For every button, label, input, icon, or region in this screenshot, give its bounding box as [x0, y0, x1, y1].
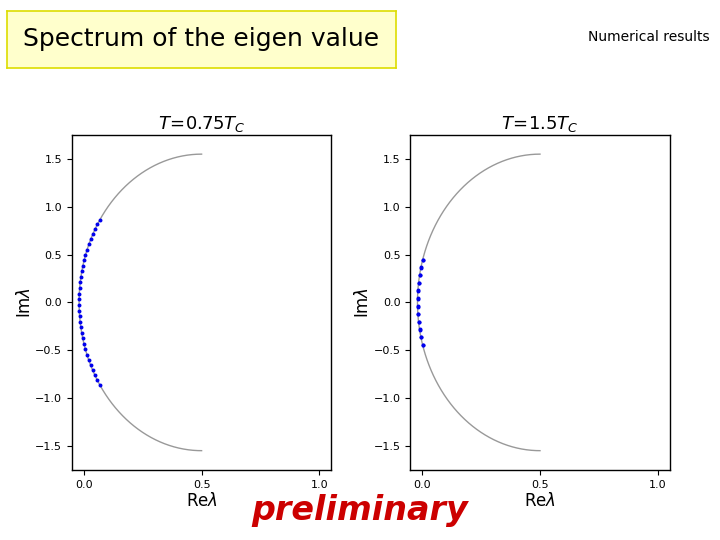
Point [412, 302, 423, 311]
Point [85, 235, 96, 244]
Text: preliminary: preliminary [251, 494, 469, 527]
Point [76, 267, 88, 276]
Point [73, 306, 85, 315]
Point [83, 355, 94, 364]
Point [85, 361, 96, 369]
Point [415, 333, 427, 342]
Point [417, 256, 428, 265]
Point [81, 350, 93, 359]
Point [412, 287, 423, 295]
Point [415, 333, 427, 341]
Point [80, 345, 91, 354]
Text: Numerical results: Numerical results [588, 30, 709, 44]
Point [415, 263, 427, 272]
Point [417, 340, 428, 349]
Point [94, 380, 105, 389]
Point [94, 215, 106, 224]
Point [77, 261, 89, 270]
Text: Spectrum of the eigen value: Spectrum of the eigen value [23, 27, 379, 51]
Point [78, 340, 90, 348]
Point [80, 251, 91, 259]
Point [76, 329, 87, 338]
Point [412, 294, 423, 303]
Point [77, 334, 89, 343]
Point [417, 341, 428, 349]
Point [413, 318, 424, 327]
Point [83, 240, 94, 249]
Point [74, 312, 86, 321]
Y-axis label: Im$\lambda$: Im$\lambda$ [16, 287, 34, 318]
Point [74, 278, 86, 287]
Point [87, 366, 99, 374]
Point [412, 286, 423, 295]
Point [78, 256, 90, 265]
Point [413, 278, 424, 287]
Point [75, 323, 86, 332]
Point [415, 264, 427, 272]
Point [414, 271, 426, 280]
Point [73, 295, 85, 303]
X-axis label: Re$\lambda$: Re$\lambda$ [524, 492, 556, 510]
Y-axis label: Im$\lambda$: Im$\lambda$ [354, 287, 372, 318]
Point [89, 371, 101, 380]
X-axis label: Re$\lambda$: Re$\lambda$ [186, 492, 217, 510]
Title: $T\!=\!0.75T_C$: $T\!=\!0.75T_C$ [158, 114, 246, 134]
Point [89, 225, 101, 234]
Point [75, 273, 86, 281]
Point [91, 220, 103, 229]
Point [417, 255, 428, 264]
Point [412, 294, 423, 302]
Point [414, 326, 426, 334]
Point [414, 325, 426, 334]
Point [74, 284, 86, 292]
Point [412, 302, 423, 310]
Point [413, 318, 424, 326]
Point [412, 309, 423, 318]
Point [412, 310, 423, 319]
Point [91, 376, 103, 384]
Point [413, 279, 424, 287]
Point [73, 289, 85, 298]
Point [73, 301, 85, 309]
Point [81, 245, 93, 254]
Point [74, 318, 86, 326]
Point [87, 230, 99, 239]
Title: $T\!=\!1.5T_C$: $T\!=\!1.5T_C$ [501, 114, 579, 134]
Point [414, 271, 426, 279]
